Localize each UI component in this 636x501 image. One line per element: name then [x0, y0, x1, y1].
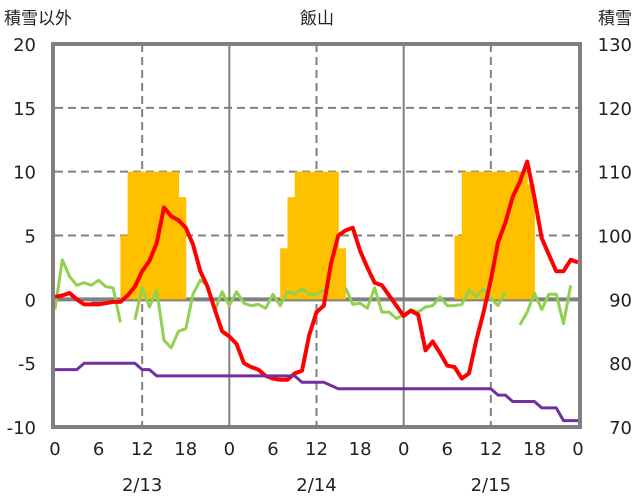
left-tick-label: -5 [18, 354, 36, 375]
left-axis-title: 積雪以外 [4, 9, 72, 29]
x-tick-label: 12 [479, 439, 502, 460]
right-tick-label: 100 [598, 227, 632, 248]
precip-bar [512, 171, 521, 300]
precip-bar [476, 171, 485, 300]
precip-bar [519, 171, 528, 300]
x-tick-label: 6 [267, 439, 278, 460]
date-label: 2/13 [122, 475, 162, 496]
chart-title: 飯山 [300, 9, 334, 29]
right-tick-label: 110 [598, 163, 632, 184]
x-tick-label: 0 [224, 439, 235, 460]
precip-bar [294, 171, 303, 300]
x-tick-label: 12 [131, 439, 154, 460]
right-tick-label: 80 [609, 354, 632, 375]
precip-bar [323, 171, 332, 300]
x-tick-label: 6 [93, 439, 104, 460]
precip-bar [469, 171, 477, 300]
precip-bar [505, 171, 514, 300]
left-tick-label: 20 [13, 35, 36, 56]
precip-bar [331, 171, 339, 300]
date-label: 2/15 [471, 475, 511, 496]
precip-bar [309, 171, 317, 300]
precip-bar [287, 197, 296, 300]
precip-bar [280, 248, 288, 300]
right-axis-title: 積雪 [598, 9, 632, 29]
precip-bar [163, 171, 172, 300]
precip-bar [178, 197, 187, 300]
temperature-line [54, 159, 579, 382]
precip-bar [120, 235, 129, 300]
x-tick-label: 18 [174, 439, 197, 460]
plot-frame [51, 42, 582, 429]
x-tick-label: 6 [442, 439, 453, 460]
right-tick-label: 90 [609, 290, 632, 311]
left-tick-label: 0 [25, 290, 36, 311]
right-tick-label: 120 [598, 99, 632, 120]
precip-bar [461, 171, 470, 300]
precip-bar [171, 171, 179, 300]
precip-bar [316, 171, 325, 300]
precip-bar [338, 248, 347, 300]
x-tick-label: 12 [305, 439, 328, 460]
precip-bar [142, 171, 150, 300]
x-tick-label: 18 [349, 439, 372, 460]
left-tick-label: 5 [25, 227, 36, 248]
precip-bar [527, 184, 535, 300]
x-tick-label: 0 [49, 439, 60, 460]
x-tick-label: 0 [398, 439, 409, 460]
right-tick-label: 70 [609, 418, 632, 439]
precip-bar [134, 171, 143, 300]
date-label: 2/14 [296, 475, 336, 496]
precip-bar [454, 235, 463, 300]
green-series-line [53, 258, 573, 350]
right-tick-label: 130 [598, 35, 632, 56]
snow-depth-line [55, 361, 578, 423]
precip-bar [483, 171, 492, 300]
x-tick-label: 18 [523, 439, 546, 460]
precip-bar [301, 171, 310, 300]
precip-bar [490, 171, 499, 300]
precip-bar [127, 171, 136, 300]
left-tick-label: 15 [13, 99, 36, 120]
precip-bar [149, 171, 158, 300]
left-tick-label: 10 [13, 163, 36, 184]
precip-bar [156, 171, 165, 300]
left-tick-label: -10 [7, 418, 36, 439]
x-tick-label: 0 [572, 439, 583, 460]
